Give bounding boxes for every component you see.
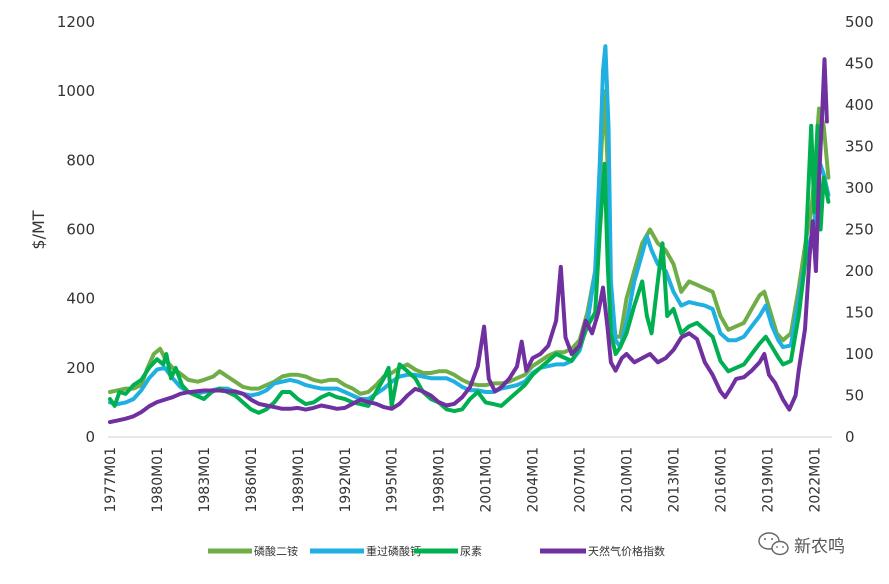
- y-axis-left: 0 200 400 600 800 1000 1200: [57, 13, 95, 446]
- y-tick-right-1: 50: [845, 387, 864, 405]
- watermark: 新农鸣: [758, 532, 845, 557]
- y-tick-left-5: 1000: [57, 82, 95, 100]
- y-tick-right-7: 350: [845, 138, 874, 156]
- y-tick-right-2: 100: [845, 345, 874, 363]
- x-axis: 1977M01 1980M01 1983M01 1986M01 1989M01 1992M…: [103, 447, 823, 513]
- y-tick-right-6: 300: [845, 179, 874, 197]
- x-tick-14: 2019M01: [760, 447, 776, 513]
- x-tick-12: 2013M01: [666, 447, 682, 513]
- y-tick-right-4: 200: [845, 262, 874, 280]
- x-tick-8: 2001M01: [479, 447, 495, 513]
- y-axis-right: 0 50 100 150 200 250 300 350 400 450 500: [845, 13, 874, 446]
- y-tick-left-3: 600: [66, 221, 95, 239]
- y-tick-right-8: 400: [845, 96, 874, 114]
- y-tick-right-3: 150: [845, 304, 874, 322]
- y-tick-right-0: 0: [845, 428, 855, 446]
- y-tick-left-6: 1200: [57, 13, 95, 31]
- x-tick-9: 2004M01: [526, 447, 542, 513]
- series-line-0: [108, 89, 831, 396]
- y-tick-right-9: 450: [845, 55, 874, 73]
- x-tick-2: 1983M01: [197, 447, 213, 513]
- wechat-bubbles-icon: [758, 532, 789, 556]
- legend: 磷酸二铵 重过磷酸钙 尿素 天然气价格指数: [208, 544, 665, 558]
- legend-label-1: 重过磷酸钙: [366, 544, 421, 558]
- series-line-3: [108, 57, 829, 425]
- y-tick-left-1: 200: [66, 359, 95, 377]
- x-tick-5: 1992M01: [338, 447, 354, 513]
- x-tick-7: 1998M01: [432, 447, 448, 513]
- x-tick-6: 1995M01: [385, 447, 401, 513]
- x-tick-4: 1989M01: [291, 447, 307, 513]
- y-tick-left-0: 0: [85, 428, 95, 446]
- x-tick-1: 1980M01: [150, 447, 166, 513]
- y-tick-left-2: 400: [66, 290, 95, 308]
- x-tick-3: 1986M01: [244, 447, 260, 513]
- x-tick-0: 1977M01: [103, 447, 119, 513]
- watermark-text: 新农鸣: [794, 537, 845, 557]
- y-axis-title: $/MT: [29, 210, 48, 249]
- x-tick-11: 2010M01: [620, 447, 636, 513]
- legend-label-0: 磷酸二铵: [254, 544, 298, 558]
- legend-label-2: 尿素: [460, 545, 482, 558]
- x-tick-15: 2022M01: [807, 447, 823, 513]
- y-tick-left-4: 800: [66, 151, 95, 169]
- series-line-2: [108, 123, 831, 415]
- y-tick-right-10: 500: [845, 13, 874, 31]
- legend-label-3: 天然气价格指数: [588, 544, 665, 558]
- x-tick-13: 2016M01: [713, 447, 729, 513]
- x-tick-10: 2007M01: [573, 447, 589, 513]
- y-tick-right-5: 250: [845, 221, 874, 239]
- series-line-1: [108, 44, 831, 407]
- series-layer: [108, 44, 831, 425]
